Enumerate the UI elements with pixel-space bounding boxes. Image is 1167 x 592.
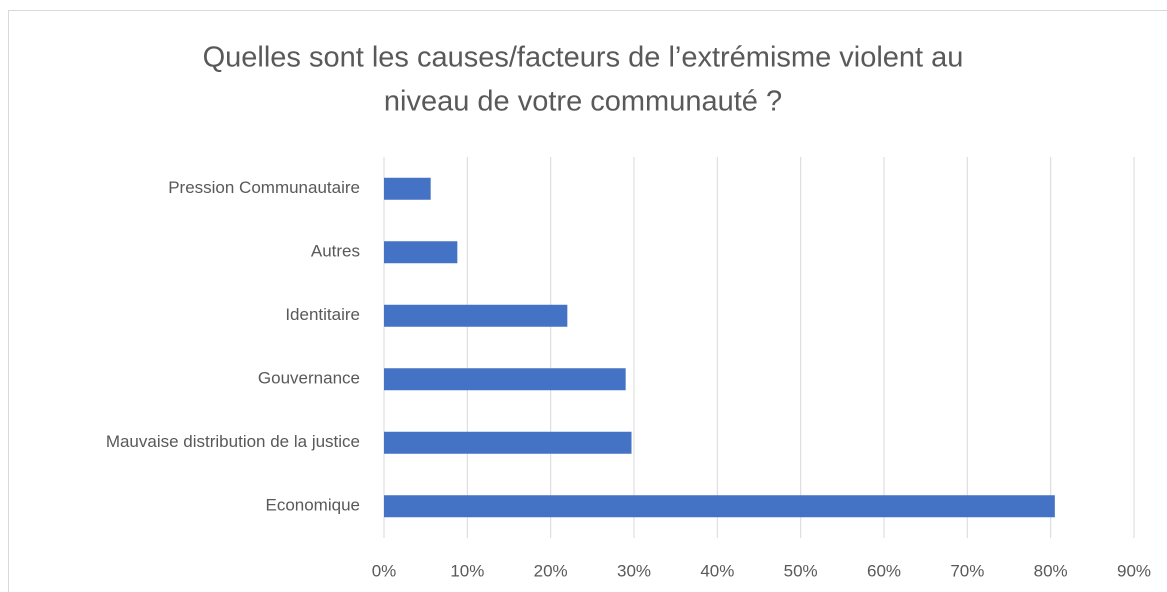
x-tick-label: 40% [700,561,734,580]
y-tick-label: Autres [311,242,360,261]
bar [384,495,1055,518]
y-tick-label: Economique [265,496,360,515]
x-tick-label: 30% [617,561,651,580]
y-tick-label: Mauvaise distribution de la justice [106,432,360,451]
chart-title: niveau de votre communauté ? [384,86,782,118]
bar [384,431,632,454]
bar [384,304,568,327]
x-tick-label: 0% [372,561,397,580]
x-tick-label: 70% [950,561,984,580]
x-tick-label: 20% [534,561,568,580]
x-tick-label: 50% [784,561,818,580]
x-tick-label: 60% [867,561,901,580]
x-tick-label: 90% [1117,561,1151,580]
x-tick-label: 10% [450,561,484,580]
bar [384,368,626,391]
bar [384,241,458,264]
x-tick-label: 80% [1034,561,1068,580]
chart-border [8,10,1167,592]
y-tick-label: Pression Communautaire [168,178,360,197]
chart-title: Quelles sont les causes/facteurs de l’ex… [203,42,964,74]
y-tick-label: Gouvernance [258,369,360,388]
bar [384,177,431,200]
y-tick-label: Identitaire [285,305,360,324]
